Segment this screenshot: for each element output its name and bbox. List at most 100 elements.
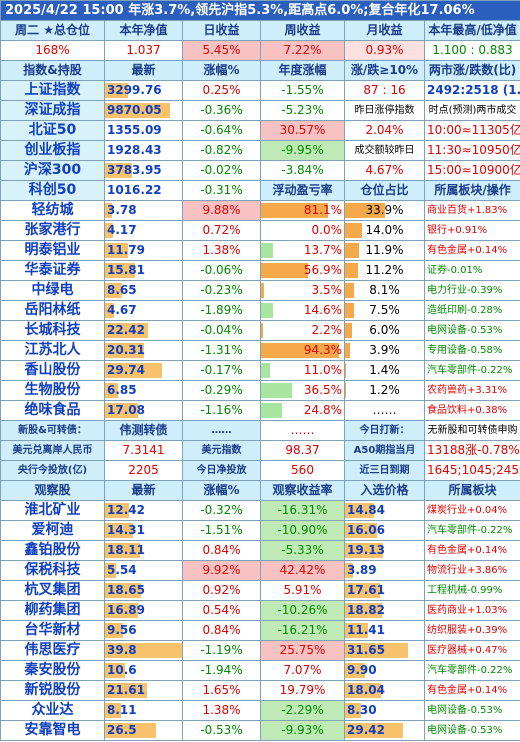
watch-entry-price: 31.65	[344, 640, 425, 661]
holding-change: -1.31%	[182, 340, 261, 361]
misc-cell-text: 98.37	[285, 443, 320, 457]
summary-value-row: 168% 1.037 5.45% 7.22% 0.93% 1.100 : 0.883	[0, 40, 520, 61]
misc-row3: 央行今投放(亿) 2205 今日净投放 560 近三日到期 1645;1045;2455	[0, 460, 520, 481]
watch-return-text: 19.79%	[279, 683, 326, 697]
value-bar	[345, 563, 353, 578]
watch-name: 新锐股份	[0, 680, 105, 701]
watch-entry-price: 17.61	[344, 580, 425, 601]
holding-sector: 有色金属+0.14%	[423, 240, 520, 261]
watch-row: 伟思医疗 39.8 -1.19% 25.75% 31.65 医疗器械+0.47%	[0, 640, 520, 661]
watch-return-text: -10.90%	[277, 523, 328, 537]
index-row: 深证成指 9870.05 -0.36% -5.23% 昨日涨停指数 时点(预测)两市成交	[0, 100, 520, 121]
page-title-text: 2025/4/22 15:00 年涨3.7%,领先沪指5.3%,距高点6.0%;…	[5, 3, 475, 18]
holding-change: -0.23%	[182, 280, 261, 301]
index-latest-text: 1928.43	[107, 143, 162, 157]
summary-value: 5.45%	[182, 40, 261, 61]
value-bar	[105, 703, 121, 718]
holding-change-text: 1.38%	[202, 243, 241, 257]
misc-cell: 560	[260, 460, 345, 481]
holding-name: 江苏北人	[0, 340, 105, 361]
index-col6-text: 15:00≈10900亿	[427, 163, 520, 177]
index-col6: 所属板块/操作	[423, 180, 520, 201]
holding-latest-text: 11.79	[107, 243, 145, 257]
summary-header-text: 日收益	[203, 23, 240, 37]
watch-change: 9.92%	[182, 560, 261, 581]
index-change-text: -0.64%	[200, 123, 243, 137]
holding-sector: 造纸印刷-0.28%	[423, 300, 520, 321]
summary-value-text: 0.93%	[365, 43, 404, 57]
watch-latest-text: 18.65	[107, 583, 145, 597]
value-bar	[345, 543, 383, 558]
holding-sector-text: 专用设备-0.58%	[427, 345, 503, 356]
holding-pnl: 94.3%	[260, 340, 345, 361]
value-bar	[345, 523, 377, 538]
holding-position-text: 11.9%	[365, 243, 404, 257]
index-col5: 仓位占比	[344, 180, 425, 201]
index-name-text: 创业板指	[24, 142, 81, 158]
holding-name-text: 岳阳林纸	[24, 302, 81, 318]
index-change: 0.25%	[182, 80, 261, 101]
index-header-text: 涨幅%	[203, 63, 240, 77]
value-bar	[345, 323, 353, 338]
holding-position: 11.9%	[344, 240, 425, 261]
watch-header-row: 观察股 最新 涨幅% 观察收益率 入选价格 所属板块	[0, 480, 520, 501]
value-bar	[261, 403, 282, 418]
index-ytd: -3.84%	[260, 160, 345, 181]
holding-name: 中绿电	[0, 280, 105, 301]
holding-change-text: -1.16%	[200, 403, 243, 417]
index-change: -0.82%	[182, 140, 261, 161]
index-col5: 昨日涨停指数	[344, 100, 425, 121]
watch-row: 柳药集团 16.89 0.54% -10.26% 18.82 医药商业+1.03%	[0, 600, 520, 621]
watch-name: 鑫铂股份	[0, 540, 105, 561]
watch-return: -10.90%	[260, 520, 345, 541]
watch-sector: 汽车零部件-0.22%	[423, 520, 520, 541]
value-bar	[261, 343, 340, 358]
watch-name: 柳药集团	[0, 600, 105, 621]
holding-name: 轻纺城	[0, 200, 105, 221]
summary-value-text: 1.037	[126, 43, 161, 57]
watch-name: 淮北矿业	[0, 500, 105, 521]
watch-latest: 21.61	[104, 680, 183, 701]
page-title: 2025/4/22 15:00 年涨3.7%,领先沪指5.3%,距高点6.0%;…	[0, 0, 520, 21]
watch-name-text: 淮北矿业	[24, 502, 81, 518]
watch-change: 0.54%	[182, 600, 261, 621]
watch-sector-text: 医疗器械+0.47%	[427, 645, 508, 656]
holding-name-text: 长城科技	[24, 322, 81, 338]
watch-change-text: 1.38%	[202, 703, 241, 717]
watch-sector-text: 有色金属+0.14%	[427, 685, 508, 696]
index-change: -0.31%	[182, 180, 261, 201]
misc-cell: 7.3141	[104, 440, 183, 461]
holding-sector-text: 造纸印刷-0.28%	[427, 305, 503, 316]
index-col5-text: 87 : 16	[363, 83, 406, 97]
index-col5: 2.04%	[344, 120, 425, 141]
watch-change: 1.65%	[182, 680, 261, 701]
index-row: 创业板指 1928.43 -0.82% -9.95% 成交额较昨日 11:30≈10950…	[0, 140, 520, 161]
index-name: 创业板指	[0, 140, 105, 161]
watch-entry-price: 3.89	[344, 560, 425, 581]
value-bar	[105, 323, 149, 338]
watch-header: 观察收益率	[260, 480, 345, 501]
value-bar	[105, 523, 133, 538]
watch-entry-price-text: 3.89	[347, 563, 377, 577]
holding-name: 生物股份	[0, 380, 105, 401]
title-row: 2025/4/22 15:00 年涨3.7%,领先沪指5.3%,距高点6.0%;…	[0, 0, 520, 21]
value-bar	[105, 543, 140, 558]
watch-latest-text: 16.89	[107, 603, 145, 617]
summary-header-row: 周二 ★总仓位 本年净值 日收益 周收益 月收益 本年最高/低净值	[0, 20, 520, 41]
misc-row2: 美元兑离岸人民币 7.3141 美元指数 98.37 A50期指当月 13188涨-0.7…	[0, 440, 520, 461]
index-col6: 时点(预测)两市成交	[423, 100, 520, 121]
index-name-text: 北证50	[28, 122, 77, 138]
holding-row: 长城科技 22.42 -0.04% 2.2% 6.0% 电网设备-0.53%	[0, 320, 520, 341]
value-bar	[345, 643, 408, 658]
index-ytd: 30.57%	[260, 120, 345, 141]
watch-entry-price: 29.42	[344, 720, 425, 741]
holding-name: 绝味食品	[0, 400, 105, 421]
watch-return-text: 42.42%	[279, 563, 326, 577]
summary-header: 本年净值	[104, 20, 183, 41]
holding-pnl: 0.0%	[260, 220, 345, 241]
misc-cell: 新股&可转债：	[0, 420, 105, 441]
misc-cell: 央行今投放(亿)	[0, 460, 105, 481]
misc-row1: 新股&可转债： 伟测转债 …… …… 今日打新： 无新股和可转债申购	[0, 420, 520, 441]
watch-return-text: -16.21%	[277, 623, 328, 637]
watch-sector: 电网设备-0.53%	[423, 700, 520, 721]
